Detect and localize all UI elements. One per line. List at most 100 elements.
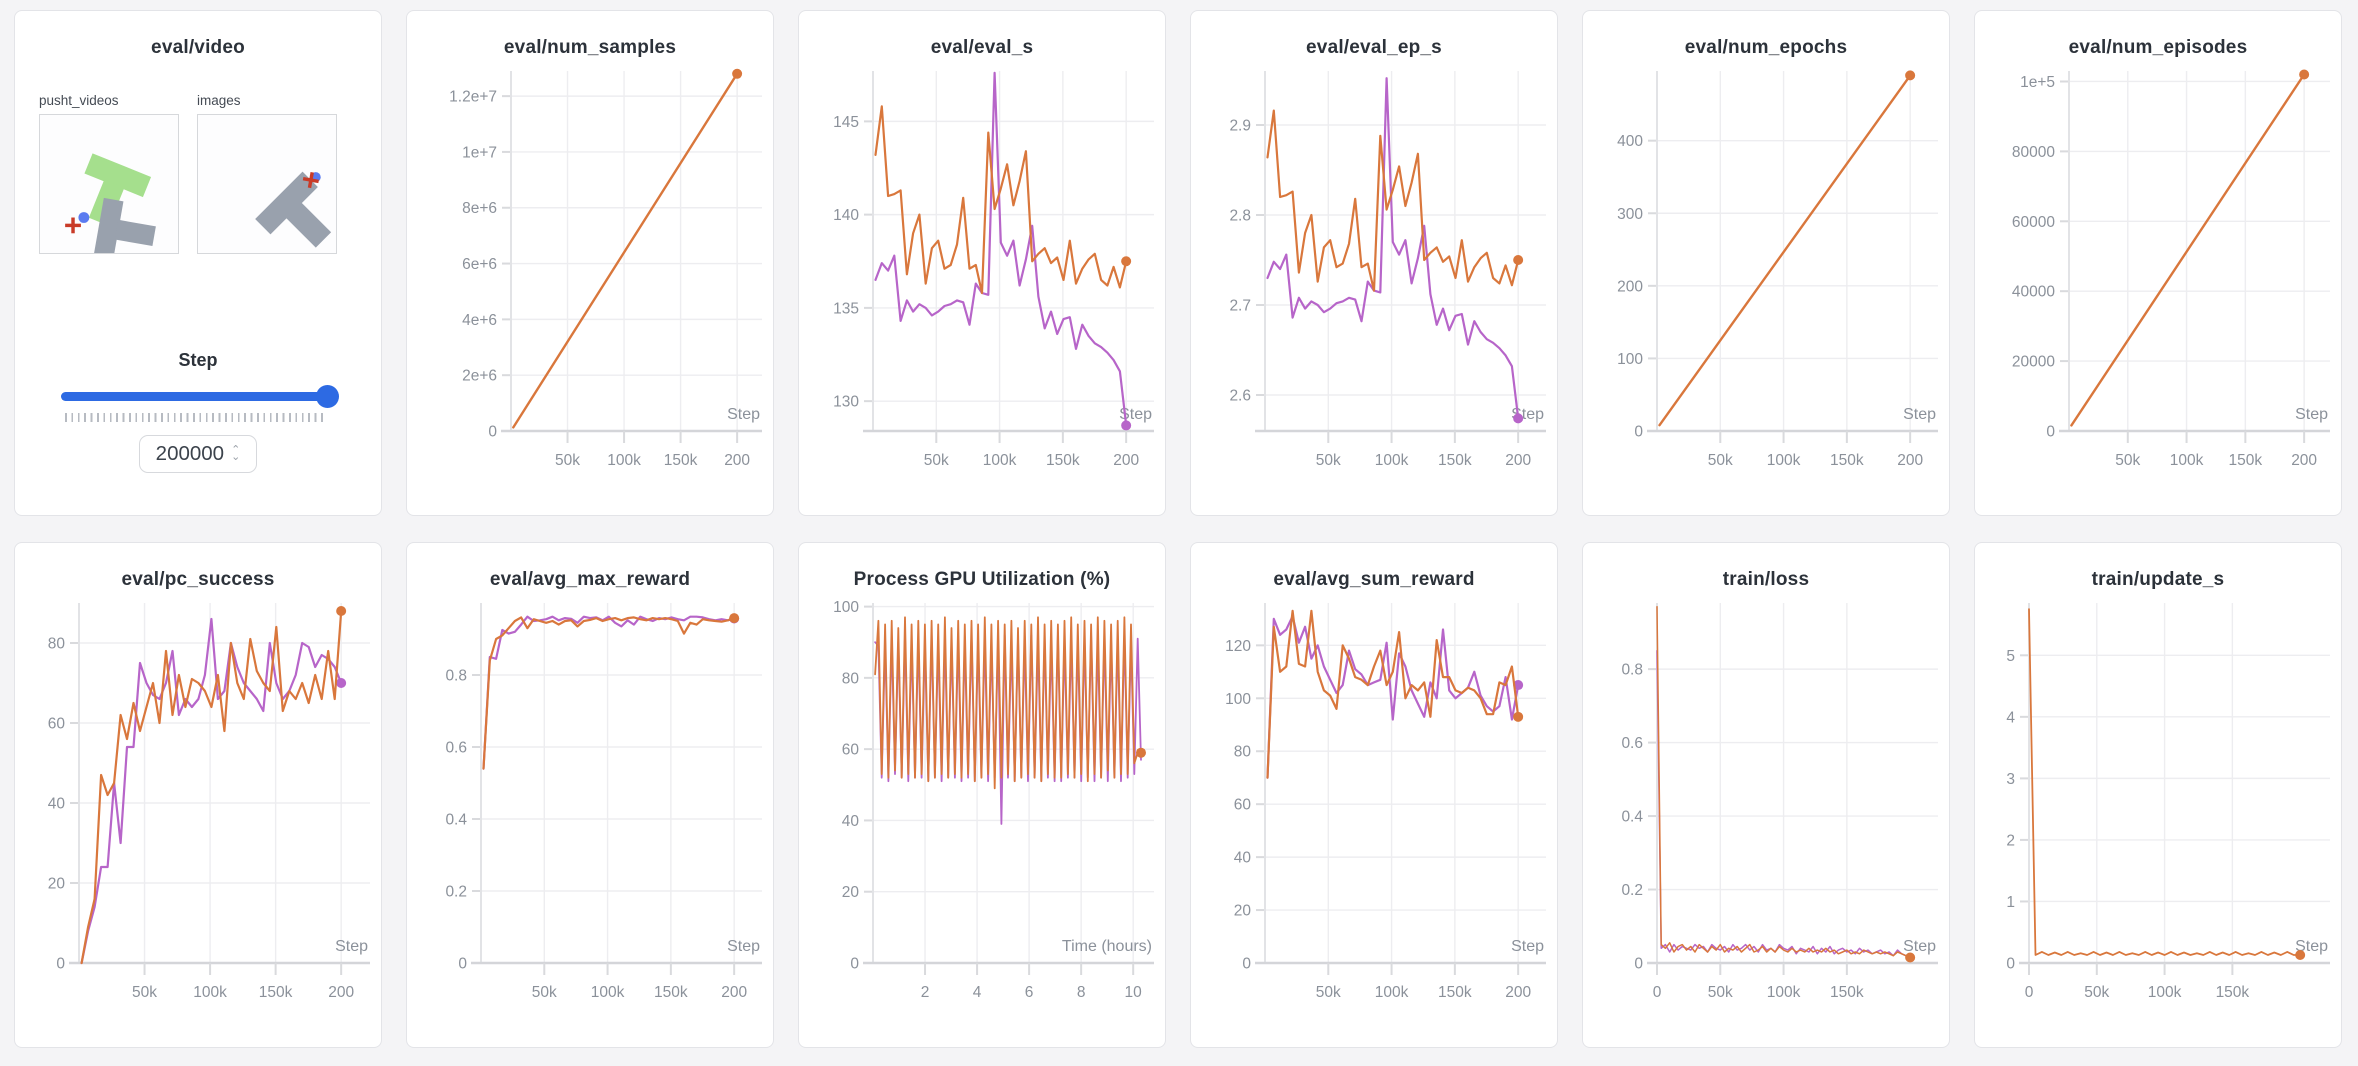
- pusht-agent-icon: [78, 212, 90, 223]
- x-tick-label: 150k: [259, 984, 293, 1001]
- panel-eval-pc-success: eval/pc_success 0 20 40 60 80 50k 100k 150k 200 S…: [14, 542, 382, 1048]
- x-axis-label: Step: [2295, 938, 2328, 955]
- y-tick-label: 2.7: [1229, 298, 1251, 315]
- y-tick-label: 0: [458, 956, 467, 973]
- chart-title: train/loss: [1722, 569, 1810, 590]
- series-line-run-orange: [80, 609, 343, 965]
- chart-canvas-train-update-s[interactable]: 0 1 2 3 4 5 0 50k 100k 150k Step: [1975, 595, 2342, 1015]
- x-tick-label: 50k: [1316, 452, 1341, 469]
- chart-title: eval/avg_sum_reward: [1273, 569, 1475, 590]
- chart-title: Process GPU Utilization (%): [853, 569, 1111, 590]
- chart-canvas-gpu-utilization[interactable]: 0 20 40 60 80 100 2 4 6 8 10 Time (hours): [799, 595, 1166, 1015]
- step-value-input[interactable]: 200000 ⌃ ⌄: [139, 435, 257, 473]
- image-thumbnail[interactable]: [197, 114, 337, 254]
- chart-canvas-eval-num-epochs[interactable]: 0 100 200 300 400 50k 100k 150k 200 Step: [1583, 63, 1950, 483]
- x-tick-label: 100k: [1767, 984, 1801, 1001]
- plot-area: 0 1 2 3 4 5 0 50k 100k 150k Step: [2006, 603, 2330, 1001]
- y-tick-label: 80: [48, 636, 66, 653]
- x-tick-label: 50k: [2115, 452, 2140, 469]
- series-line-run-orange: [512, 72, 739, 429]
- y-tick-label: 6e+6: [462, 256, 497, 273]
- y-tick-label: 0: [2006, 956, 2015, 973]
- step-slider[interactable]: [61, 385, 339, 408]
- stepper: ⌃ ⌄: [231, 444, 241, 463]
- x-tick-label: 100k: [1375, 452, 1409, 469]
- x-tick-label: 150k: [664, 452, 698, 469]
- stepper-up-icon[interactable]: ⌃: [231, 444, 241, 456]
- x-tick-label: 50k: [1708, 984, 1733, 1001]
- chart-canvas-eval-avg-max-reward[interactable]: 0 0.2 0.4 0.6 0.8 50k 100k 150k 200 Step: [407, 595, 774, 1015]
- x-tick-label: 50k: [1708, 452, 1733, 469]
- step-slider-track[interactable]: [61, 392, 335, 401]
- y-tick-label: 0: [850, 956, 859, 973]
- y-tick-label: 145: [833, 114, 859, 131]
- series-end-dot-run-orange: [2299, 69, 2310, 80]
- chart-title: eval/num_samples: [503, 37, 677, 58]
- series-line-run-orange: [1266, 609, 1520, 779]
- y-tick-label: 40: [1234, 850, 1252, 867]
- x-tick-label: 200: [1505, 452, 1531, 469]
- y-tick-label: 100: [1617, 351, 1643, 368]
- y-tick-label: 60: [48, 716, 66, 733]
- chart-canvas-train-loss[interactable]: 0 0.2 0.4 0.6 0.8 0 50k 100k 150k Step: [1583, 595, 1950, 1015]
- x-tick-label: 0: [2025, 984, 2034, 1001]
- chart-canvas-eval-avg-sum-reward[interactable]: 0 20 40 60 80 100 120 50k 100k 150k 200 Step: [1191, 595, 1558, 1015]
- chart-title: eval/pc_success: [121, 569, 275, 590]
- x-tick-label: 200: [1897, 452, 1923, 469]
- video-thumbnail[interactable]: [39, 114, 179, 259]
- series-line-run-purple: [1656, 650, 1911, 957]
- chart-canvas-eval-num-samples[interactable]: 0 2e+6 4e+6 6e+6 8e+6 1e+7 1.2e+7 50k 100k 150k 20…: [407, 63, 774, 483]
- series-end-dot-run-purple: [1121, 420, 1132, 431]
- series-line-run-purple: [80, 617, 343, 965]
- chart-canvas-eval-eval-s[interactable]: 130 135 140 145 50k 100k 150k 200 Step: [799, 63, 1166, 483]
- series-end-dot-run-orange: [2295, 950, 2306, 960]
- series-line-run-orange: [1658, 74, 1912, 427]
- series-line-run-purple: [482, 615, 736, 770]
- series-end-dot-run-orange: [1513, 711, 1524, 722]
- x-tick-label: 50k: [924, 452, 949, 469]
- series-end-dot-run-orange: [1135, 747, 1146, 758]
- plot-area: 130 135 140 145 50k 100k 150k 200 Step: [833, 71, 1154, 469]
- x-axis-label: Step: [727, 938, 760, 955]
- plot-area: 0 0.2 0.4 0.6 0.8 50k 100k 150k 200 Step: [445, 603, 762, 1001]
- x-tick-label: 100k: [591, 984, 625, 1001]
- series-line-run-orange: [2028, 608, 2302, 956]
- step-slider-handle[interactable]: [316, 385, 339, 408]
- x-tick-label: 150k: [1830, 452, 1864, 469]
- pusht-block-t-icon: [255, 171, 332, 248]
- series-line-run-purple: [1266, 615, 1520, 779]
- media-label: images: [197, 93, 241, 108]
- series-line-run-orange: [874, 105, 1128, 295]
- x-tick-label: 150k: [2229, 452, 2263, 469]
- y-tick-label: 0: [56, 956, 65, 973]
- plot-area: 0 20000 40000 60000 80000 1e+5 50k 100k 150k 200 S…: [2012, 69, 2330, 469]
- y-tick-label: 20: [48, 876, 66, 893]
- chart-canvas-eval-pc-success[interactable]: 0 20 40 60 80 50k 100k 150k 200 Step: [15, 595, 382, 1015]
- pusht-goal-cross-icon: [65, 217, 81, 234]
- x-tick-label: 2: [921, 984, 930, 1001]
- stepper-down-icon[interactable]: ⌄: [231, 451, 241, 463]
- chart-canvas-eval-num-episodes[interactable]: 0 20000 40000 60000 80000 1e+5 50k 100k 150k 200 S…: [1975, 63, 2342, 483]
- x-tick-label: 150k: [1438, 452, 1472, 469]
- y-tick-label: 0: [1634, 956, 1643, 973]
- panel-eval-eval-ep-s: eval/eval_ep_s 2.6 2.7 2.8 2.9 50k 100k 150k 20…: [1190, 10, 1558, 516]
- media-row: pusht_videos: [15, 59, 381, 259]
- series-end-dot-run-purple: [336, 678, 347, 688]
- chart-title: eval/eval_ep_s: [1306, 37, 1442, 58]
- chart-title: eval/num_epochs: [1684, 37, 1848, 58]
- x-tick-label: 150k: [654, 984, 688, 1001]
- x-tick-label: 50k: [555, 452, 580, 469]
- x-tick-label: 4: [973, 984, 982, 1001]
- series-end-dot-run-orange: [1513, 255, 1524, 265]
- y-tick-label: 40: [842, 813, 860, 830]
- series-line-run-orange: [482, 616, 736, 770]
- x-tick-label: 200: [2291, 452, 2317, 469]
- x-axis-label: Step: [727, 406, 760, 423]
- x-tick-label: 100k: [1375, 984, 1409, 1001]
- y-tick-label: 0.4: [1621, 809, 1643, 826]
- x-tick-label: 200: [1505, 984, 1531, 1001]
- x-tick-label: 150k: [2216, 984, 2250, 1001]
- plot-area: 0 2e+6 4e+6 6e+6 8e+6 1e+7 1.2e+7 50k 100k 150k 20…: [449, 68, 762, 469]
- media-item-images: images: [197, 93, 337, 254]
